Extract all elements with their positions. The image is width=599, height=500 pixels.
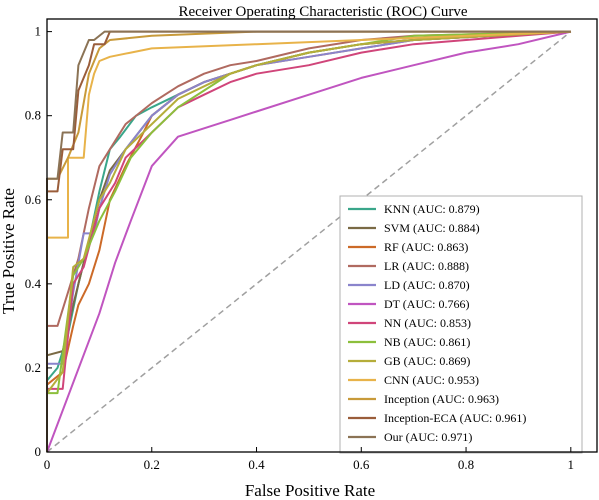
- legend-entry: NN (AUC: 0.853): [384, 316, 471, 330]
- series-line-12: [46, 30, 571, 452]
- series-line-8: [46, 30, 571, 452]
- diagonal-reference-line: [46, 31, 572, 453]
- plot-frame: [46, 18, 598, 453]
- y-tick-label: 0.6: [25, 192, 42, 207]
- y-tick-label: 0.2: [25, 360, 41, 375]
- legend-entry: SVM (AUC: 0.884): [384, 221, 480, 235]
- x-tick-label: 1: [568, 457, 575, 472]
- legend-entry: LR (AUC: 0.888): [384, 259, 469, 273]
- y-axis-label: True Positive Rate: [0, 188, 18, 314]
- series-line-9: [46, 30, 571, 452]
- x-tick-label: 0.8: [458, 457, 474, 472]
- y-tick-label: 0.8: [25, 108, 41, 123]
- chart-title: Receiver Operating Characteristic (ROC) …: [178, 4, 467, 20]
- legend-entry: GB (AUC: 0.869): [384, 354, 470, 368]
- series-line-5: [46, 30, 572, 453]
- x-axis-label: False Positive Rate: [245, 481, 375, 500]
- legend-entry: KNN (AUC: 0.879): [384, 202, 480, 216]
- legend-entry: Our (AUC: 0.971): [384, 430, 472, 444]
- legend: KNN (AUC: 0.879) SVM (AUC: 0.884) RF (AUC:…: [339, 195, 583, 454]
- y-tick-label: 1: [35, 24, 42, 39]
- legend-box: [339, 195, 583, 454]
- legend-entry: DT (AUC: 0.766): [384, 297, 469, 311]
- plot-area: [46, 30, 572, 453]
- x-tick-label: 0: [44, 457, 51, 472]
- y-tick-label: 0: [35, 444, 42, 459]
- legend-entry: Inception-ECA (AUC: 0.961): [384, 411, 526, 425]
- series-line-3: [46, 30, 571, 452]
- y-tick-label: 0.4: [25, 276, 42, 291]
- legend-entry: LD (AUC: 0.870): [384, 278, 470, 292]
- legend-entry: CNN (AUC: 0.953): [384, 373, 479, 387]
- x-tick-label: 0.2: [144, 457, 160, 472]
- legend-entry: Inception (AUC: 0.963): [384, 392, 499, 406]
- x-tick-label: 0.6: [353, 457, 370, 472]
- legend-entry: NB (AUC: 0.861): [384, 335, 470, 349]
- legend-entry: RF (AUC: 0.863): [384, 240, 468, 254]
- x-tick-label: 0.4: [248, 457, 265, 472]
